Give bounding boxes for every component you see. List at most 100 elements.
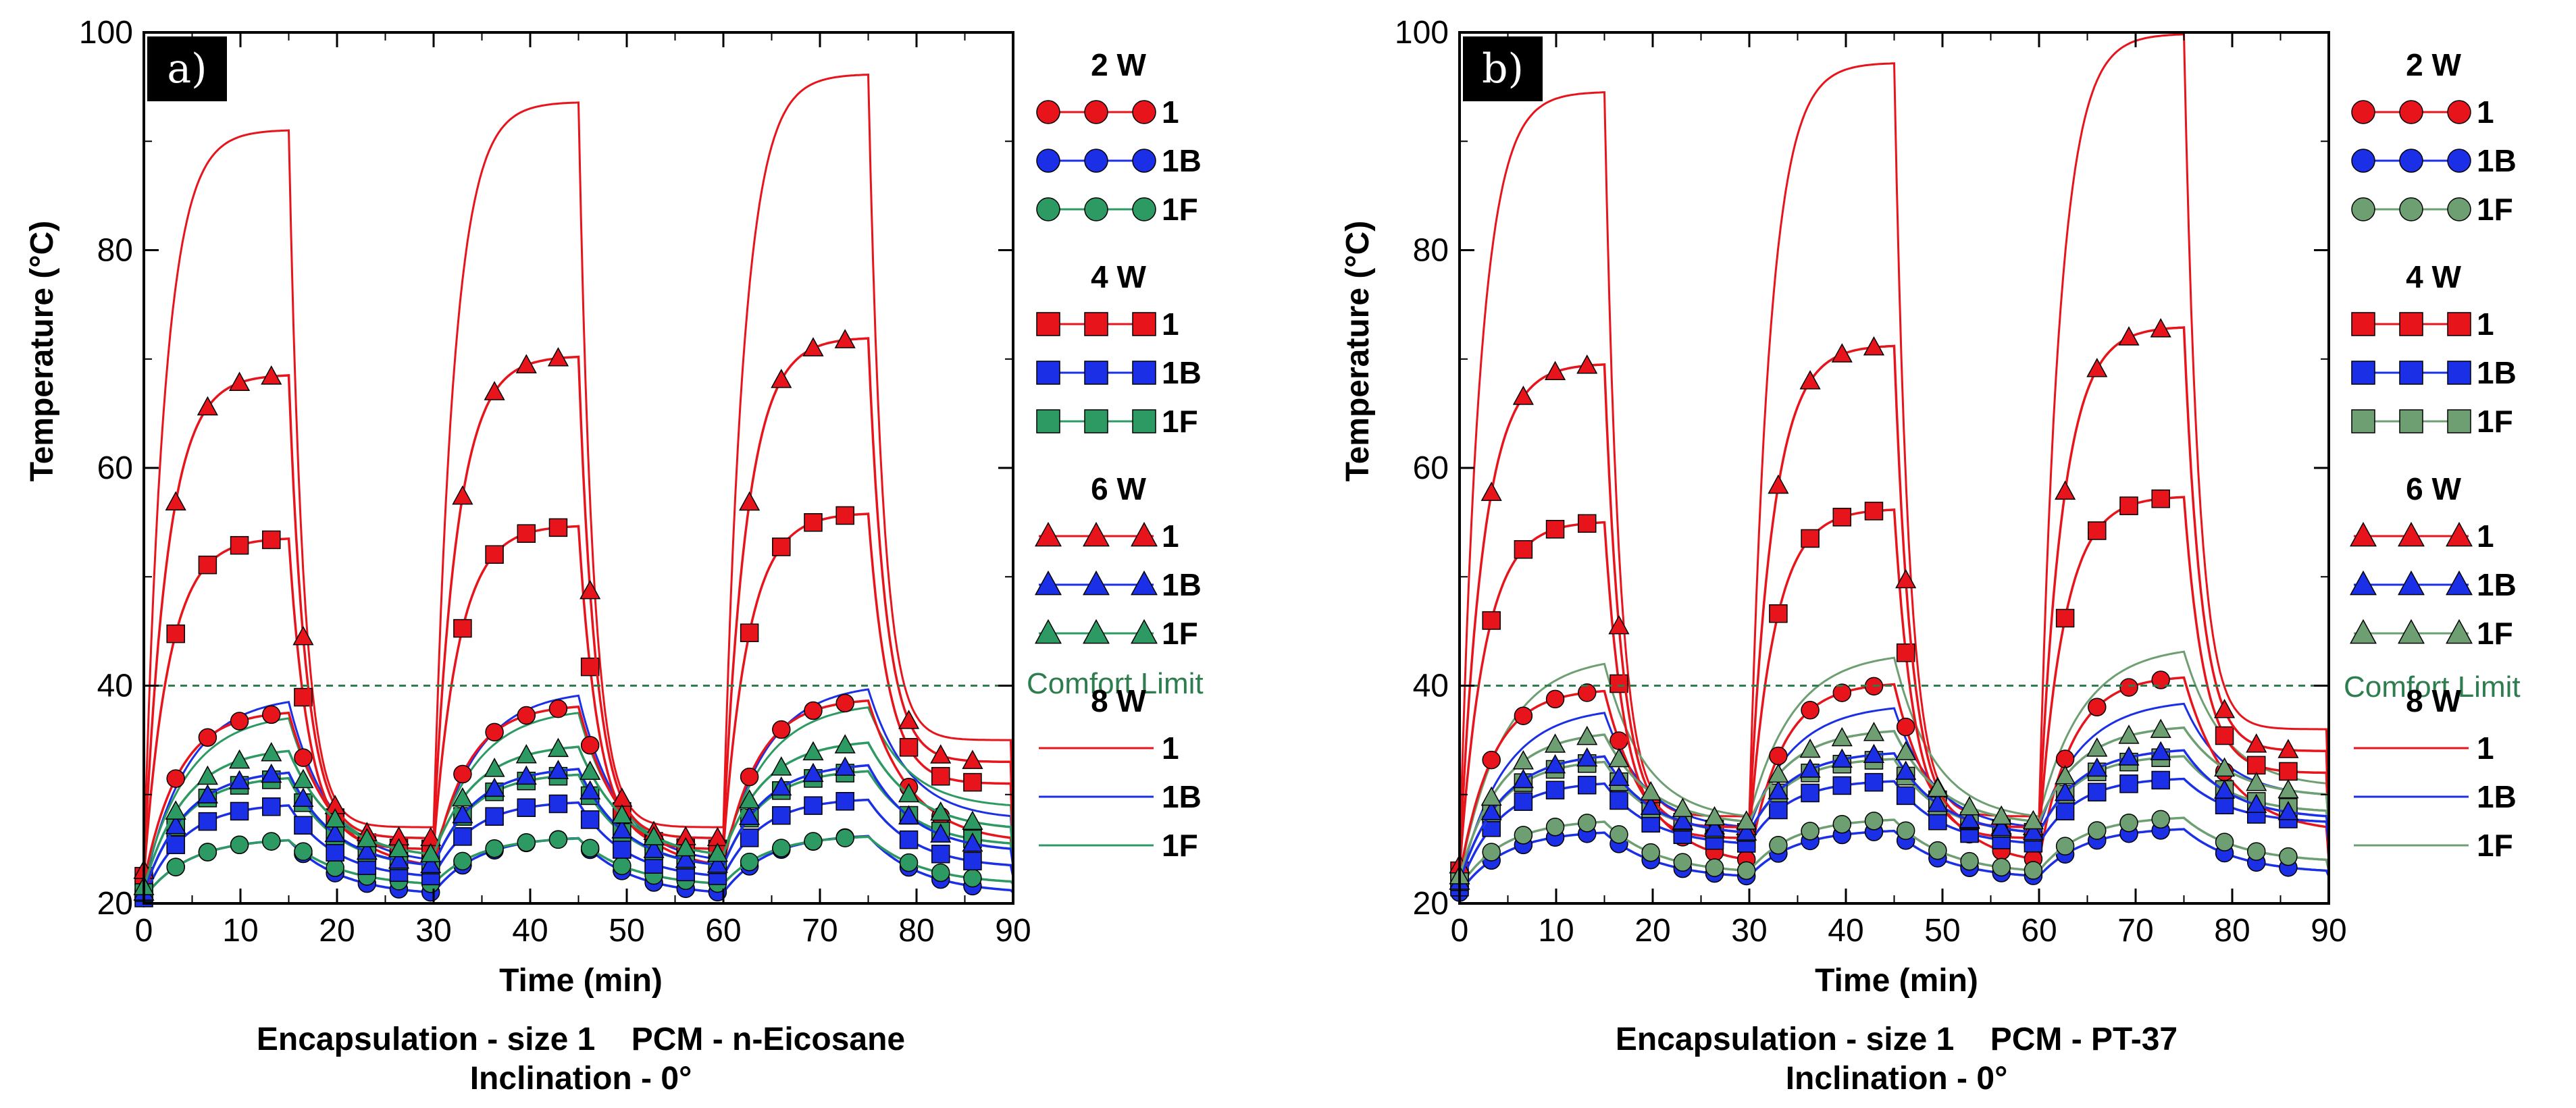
legend-swatch-marker <box>1036 361 1060 385</box>
x-tick-label: 90 <box>2311 913 2346 949</box>
data-point <box>675 837 696 857</box>
data-point <box>1705 858 1724 877</box>
data-point <box>1578 814 1597 833</box>
legend-entry-label: 1 <box>1162 95 1179 130</box>
data-point <box>1480 801 1502 820</box>
data-point <box>1769 836 1788 855</box>
legend-swatch-marker <box>2399 100 2423 124</box>
x-tick-label: 70 <box>802 913 838 949</box>
data-point <box>1832 815 1852 834</box>
legend-swatch-marker <box>2350 618 2377 644</box>
series-line <box>1458 650 2330 877</box>
data-point <box>547 347 569 367</box>
legend-swatch-marker <box>2446 521 2473 547</box>
data-point <box>1514 539 1533 559</box>
legend-swatch-marker <box>2350 521 2377 547</box>
data-point <box>2022 810 2044 830</box>
data-point <box>1512 386 1534 405</box>
legend-entry-label: 1F <box>1162 828 1198 863</box>
data-point <box>772 720 791 739</box>
y-tick-label: 60 <box>1413 450 1449 486</box>
data-point <box>2086 737 2108 757</box>
data-point <box>515 354 537 373</box>
data-point <box>2118 724 2140 744</box>
data-point <box>2151 489 2170 508</box>
data-point <box>739 789 761 809</box>
data-point <box>452 803 473 824</box>
data-point <box>2215 795 2234 815</box>
data-point <box>1801 701 1820 720</box>
caption-line2-a: Inclination - 0° <box>470 1061 692 1097</box>
data-point <box>1801 783 1820 803</box>
data-point <box>706 853 728 873</box>
data-point <box>1863 721 1885 741</box>
data-point <box>1576 354 1598 374</box>
data-point <box>963 772 982 792</box>
data-point <box>1736 821 1757 841</box>
legend-entry-label: 1B <box>2477 355 2517 390</box>
data-point <box>2246 793 2267 814</box>
series-line <box>1458 749 2330 882</box>
data-point <box>165 814 186 835</box>
data-point <box>898 710 920 729</box>
data-point <box>230 835 249 855</box>
y-axis-title-b: Temperature (°C) <box>1340 221 1376 481</box>
data-point <box>197 784 218 803</box>
legend-swatch-marker <box>1132 197 1156 221</box>
legend-swatch-marker <box>2398 521 2425 547</box>
legend-swatch-marker <box>1132 149 1156 173</box>
data-point <box>740 852 759 872</box>
panel-b: 20 40 60 80 100 0 10 20 30 40 50 60 70 80 90 b) Tempe… <box>1340 15 2521 1097</box>
y-tick-label: 60 <box>97 450 133 486</box>
data-point <box>517 833 536 852</box>
series-8w-1f <box>143 706 1014 882</box>
data-point <box>1768 763 1789 783</box>
data-point <box>1927 792 1949 812</box>
data-point <box>1512 768 1534 789</box>
data-point <box>2055 781 2076 801</box>
data-point <box>2118 326 2140 346</box>
y-tick-label: 20 <box>1413 886 1449 922</box>
data-point <box>1672 810 1693 830</box>
data-point <box>2055 749 2075 768</box>
data-point <box>2279 847 2298 866</box>
series-line <box>143 74 1014 866</box>
data-point <box>2151 770 2170 790</box>
data-point <box>2247 756 2266 775</box>
data-point <box>292 787 314 807</box>
legend-group-title: 6 W <box>1091 471 1146 506</box>
data-point <box>899 830 919 849</box>
legend-entry-label: 1F <box>1162 404 1198 439</box>
legend-entry-label: 1F <box>2477 616 2513 651</box>
data-point <box>898 805 920 825</box>
data-point <box>2119 496 2138 515</box>
data-point <box>1769 746 1788 766</box>
legend-swatch-marker <box>1084 312 1108 336</box>
data-point <box>1514 826 1533 845</box>
legend-swatch-marker <box>2351 361 2375 385</box>
series-line <box>143 706 1014 882</box>
panel-label-b: b) <box>1482 45 1524 93</box>
data-point <box>2215 833 2234 851</box>
data-point <box>2088 783 2107 801</box>
legend-entry-label: 1 <box>2477 731 2494 766</box>
data-point <box>802 762 824 783</box>
legend-group-title: 2 W <box>2406 47 2461 82</box>
data-point <box>1928 841 1947 860</box>
data-point <box>1609 791 1628 810</box>
x-tick-label: 30 <box>1731 913 1767 949</box>
data-point <box>930 823 952 843</box>
legend-group-title: 6 W <box>2406 471 2461 506</box>
legend-entry-label: 1F <box>2477 404 2513 439</box>
y-tick-label: 80 <box>1413 233 1449 269</box>
series-6w-1 <box>133 329 1014 879</box>
series-6w-1b <box>1449 741 2330 890</box>
data-point <box>198 555 217 575</box>
data-point <box>197 765 218 785</box>
x-tick-label: 20 <box>1634 913 1670 949</box>
x-tick-label: 30 <box>415 913 451 949</box>
data-point <box>772 806 791 825</box>
legend-swatch-marker <box>2399 409 2423 433</box>
data-point <box>1831 748 1853 768</box>
data-point <box>579 760 601 780</box>
